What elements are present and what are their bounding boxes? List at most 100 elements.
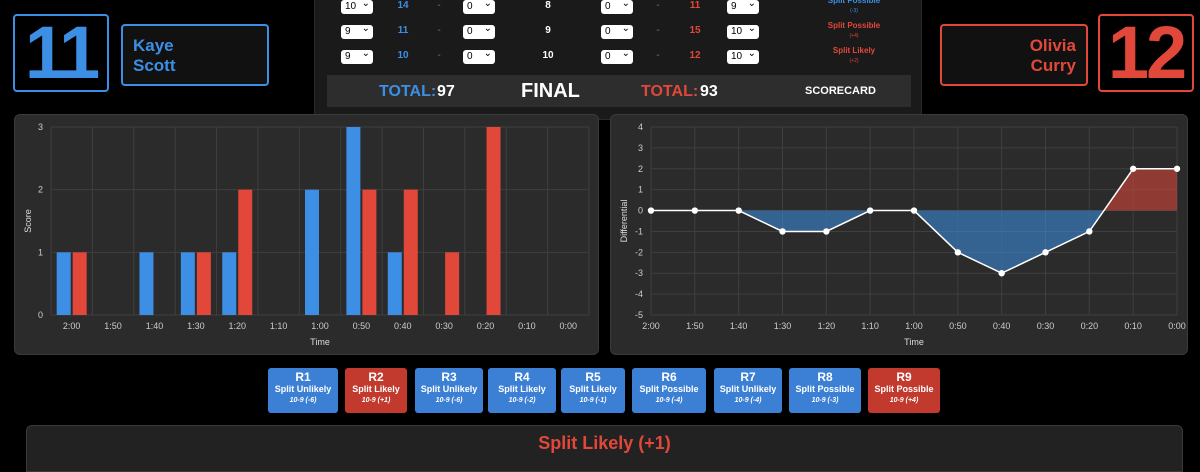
y-tick-label: 1 bbox=[638, 185, 643, 195]
round-verdict: Split Likely bbox=[352, 384, 400, 394]
round-score: 10-9 (-4) bbox=[734, 397, 762, 404]
blue-bar[interactable] bbox=[222, 252, 237, 315]
red-bar[interactable] bbox=[486, 127, 501, 315]
blue-deduction-select[interactable]: 0 bbox=[463, 47, 495, 64]
x-tick-label: 0:00 bbox=[560, 321, 578, 331]
red-first-name: Olivia bbox=[1029, 36, 1076, 55]
y-tick-label: 2 bbox=[638, 164, 643, 174]
differential-point[interactable] bbox=[1129, 165, 1137, 172]
row-separator: - bbox=[437, 25, 441, 36]
blue-last-name: Scott bbox=[133, 56, 176, 75]
differential-point[interactable] bbox=[866, 207, 874, 214]
red-deduction-select[interactable]: 0 bbox=[601, 22, 633, 39]
differential-line-chart: -5 -4 -3 -2 -1 0 1 2 3 4 2:00 1:50 1:40 1:30 1:20 1:10 1… bbox=[610, 114, 1188, 355]
row-verdict-differential: (-3) bbox=[850, 8, 858, 14]
red-bar[interactable] bbox=[445, 252, 460, 315]
red-bar[interactable] bbox=[238, 189, 253, 315]
differential-point[interactable] bbox=[647, 207, 655, 214]
round-label: R7 bbox=[740, 370, 756, 384]
red-strike-count: 11 bbox=[689, 0, 701, 11]
selected-round-verdict: Split Likely (+1) bbox=[538, 433, 671, 453]
x-tick-label: 1:30 bbox=[774, 321, 792, 331]
round-button-r5[interactable]: R5 Split Likely 10-9 (-1) bbox=[561, 368, 625, 413]
differential-point[interactable] bbox=[735, 207, 742, 214]
row-verdict-label: Split Possible bbox=[827, 21, 881, 30]
round-label: R2 bbox=[368, 370, 384, 384]
blue-total-value: 97 bbox=[437, 83, 455, 100]
x-tick-label: 1:10 bbox=[270, 321, 288, 331]
x-tick-label: 0:00 bbox=[1168, 321, 1186, 331]
differential-point[interactable] bbox=[823, 228, 830, 235]
final-status: FINAL bbox=[521, 80, 580, 102]
red-round-score-select[interactable]: 10 bbox=[727, 22, 759, 39]
red-bar[interactable] bbox=[362, 189, 377, 315]
row-verdict-differential: (+2) bbox=[849, 58, 859, 64]
x-tick-label: 0:10 bbox=[1124, 321, 1142, 331]
differential-point[interactable] bbox=[954, 249, 962, 256]
blue-deduction-select[interactable]: 0 bbox=[463, 0, 495, 14]
red-round-score-select[interactable]: 10 bbox=[727, 47, 759, 64]
red-total-score: 12 bbox=[1098, 14, 1194, 92]
round-score: 10-9 (-2) bbox=[508, 397, 536, 404]
differential-point[interactable] bbox=[910, 207, 918, 214]
blue-strike-count: 11 bbox=[397, 25, 409, 36]
blue-fighter-name: Kaye Scott bbox=[121, 24, 269, 86]
blue-bar[interactable] bbox=[346, 127, 361, 315]
y-tick-label: -4 bbox=[635, 289, 643, 299]
round-label: R5 bbox=[585, 370, 601, 384]
differential-point[interactable] bbox=[779, 228, 786, 235]
scorecard-footer: TOTAL: 97 FINAL TOTAL: 93 SCORECARD bbox=[327, 75, 911, 107]
differential-point[interactable] bbox=[1086, 228, 1093, 235]
red-deduction-select[interactable]: 0 bbox=[601, 0, 633, 14]
differential-point[interactable] bbox=[1173, 165, 1181, 172]
red-bar[interactable] bbox=[196, 252, 211, 315]
differential-point[interactable] bbox=[998, 270, 1005, 277]
blue-advantage-area bbox=[1045, 210, 1090, 253]
blue-round-score-select[interactable]: 9 bbox=[341, 22, 373, 39]
blue-deduction-select[interactable]: 0 bbox=[463, 22, 495, 39]
round-button-r6[interactable]: R6 Split Possible 10-9 (-4) bbox=[632, 368, 706, 413]
round-button-r9[interactable]: R9 Split Possible 10-9 (+4) bbox=[868, 368, 940, 413]
y-tick-label: -1 bbox=[635, 226, 643, 236]
round-button-r1[interactable]: R1 Split Unlikely 10-9 (-6) bbox=[268, 368, 338, 413]
blue-bar[interactable] bbox=[305, 189, 319, 315]
blue-bar[interactable] bbox=[387, 252, 402, 315]
red-deduction-select[interactable]: 0 bbox=[601, 47, 633, 64]
red-bar[interactable] bbox=[403, 189, 418, 315]
blue-advantage-area bbox=[957, 210, 1002, 274]
round-label: R3 bbox=[441, 370, 457, 384]
blue-bar[interactable] bbox=[56, 252, 71, 315]
round-button-r4[interactable]: R4 Split Likely 10-9 (-2) bbox=[488, 368, 556, 413]
round-button-r2[interactable]: R2 Split Likely 10-9 (+1) bbox=[345, 368, 407, 413]
score-bar-chart-svg: 0 1 2 3 2:00 1:50 1:40 1:30 1:20 1:10 1:00 0:50 0:40… bbox=[23, 122, 590, 347]
score-bar-chart: 0 1 2 3 2:00 1:50 1:40 1:30 1:20 1:10 1:00 0:50 0:40… bbox=[14, 114, 599, 355]
y-axis-label: Differential bbox=[619, 200, 629, 243]
y-tick-label: 0 bbox=[38, 310, 43, 320]
blue-bar[interactable] bbox=[139, 252, 154, 315]
round-label: R9 bbox=[896, 370, 912, 384]
y-axis-label: Score bbox=[23, 209, 33, 233]
differential-point[interactable] bbox=[691, 207, 699, 214]
row-verdict-label: Split Likely bbox=[832, 46, 876, 55]
scorecard-button[interactable]: SCORECARD bbox=[805, 85, 876, 97]
blue-advantage-area bbox=[1001, 210, 1046, 274]
blue-round-score-select[interactable]: 9 bbox=[341, 47, 373, 64]
y-tick-label: 0 bbox=[638, 206, 643, 216]
blue-bar[interactable] bbox=[180, 252, 195, 315]
blue-round-score-select[interactable]: 10 bbox=[341, 0, 373, 14]
round-label: R6 bbox=[661, 370, 677, 384]
round-button-r7[interactable]: R7 Split Unlikely 10-9 (-4) bbox=[714, 368, 782, 413]
x-tick-label: 0:20 bbox=[477, 321, 495, 331]
red-bar[interactable] bbox=[72, 252, 87, 315]
red-total-value: 93 bbox=[700, 83, 718, 100]
red-round-score-select[interactable]: 9 bbox=[727, 0, 759, 14]
round-score: 10-9 (-6) bbox=[289, 397, 317, 404]
row-verdict: Split Possible (-3) bbox=[799, 0, 909, 16]
row-verdict: Split Likely (+2) bbox=[799, 46, 909, 66]
differential-point[interactable] bbox=[1042, 249, 1049, 256]
scorecard-row: 9 11 - 0 9 0 - 15 10 Split Possible (+4) bbox=[315, 20, 923, 44]
round-button-r3[interactable]: R3 Split Unlikely 10-9 (-6) bbox=[415, 368, 483, 413]
red-advantage-area bbox=[1133, 168, 1177, 211]
round-button-r8[interactable]: R8 Split Possible 10-9 (-3) bbox=[789, 368, 861, 413]
